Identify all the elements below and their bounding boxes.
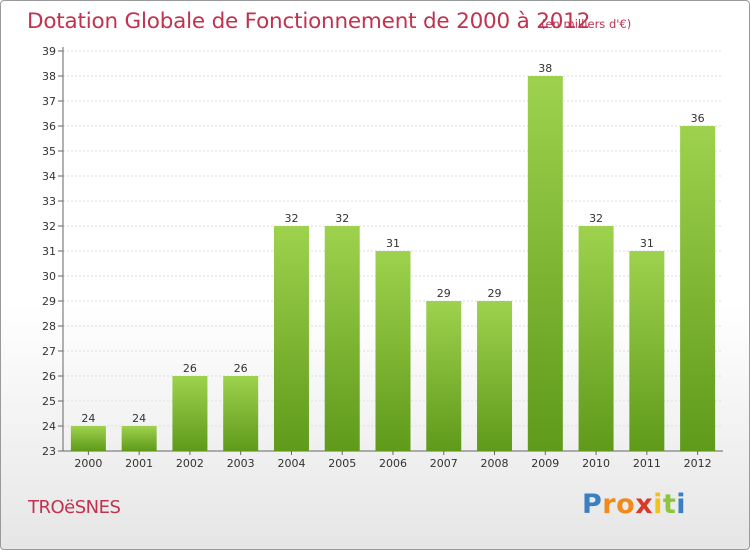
bar-2004 <box>273 226 309 451</box>
bar-2002 <box>172 376 208 451</box>
bar-2010 <box>578 226 614 451</box>
x-tick-label-2003: 2003 <box>227 457 255 470</box>
bar-2005 <box>324 226 360 451</box>
x-tick-label-2011: 2011 <box>633 457 661 470</box>
y-tick-label: 26 <box>42 370 56 383</box>
value-label-2000: 24 <box>81 412 95 425</box>
bar-2012 <box>680 126 716 451</box>
y-tick-label: 39 <box>42 45 56 58</box>
x-tick-label-2000: 2000 <box>74 457 102 470</box>
logo-letter: t <box>662 489 677 520</box>
value-label-2008: 29 <box>488 287 502 300</box>
y-tick-label: 28 <box>42 320 56 333</box>
value-label-2009: 38 <box>538 62 552 75</box>
bar-2000 <box>70 426 106 451</box>
y-tick-label: 31 <box>42 245 56 258</box>
proxiti-logo: Proxiti <box>582 489 686 520</box>
y-tick-label: 25 <box>42 395 56 408</box>
y-tick-label: 33 <box>42 195 56 208</box>
bar-2006 <box>375 251 411 451</box>
logo-letter: P <box>582 489 603 520</box>
value-label-2005: 32 <box>335 212 349 225</box>
logo-letter: i <box>653 489 663 520</box>
value-label-2002: 26 <box>183 362 197 375</box>
logo-letter: x <box>635 489 654 520</box>
y-tick-label: 34 <box>42 170 56 183</box>
y-tick-label: 35 <box>42 145 56 158</box>
x-tick-label-2006: 2006 <box>379 457 407 470</box>
x-tick-label-2004: 2004 <box>277 457 305 470</box>
value-label-2004: 32 <box>284 212 298 225</box>
logo-letter: o <box>616 489 636 520</box>
x-tick-label-2001: 2001 <box>125 457 153 470</box>
y-tick-label: 27 <box>42 345 56 358</box>
x-tick-label-2010: 2010 <box>582 457 610 470</box>
bar-2008 <box>477 301 513 451</box>
bar-2007 <box>426 301 462 451</box>
y-tick-label: 23 <box>42 445 56 458</box>
chart-title: Dotation Globale de Fonctionnement de 20… <box>27 9 591 34</box>
x-tick-label-2012: 2012 <box>684 457 712 470</box>
bar-2001 <box>121 426 157 451</box>
commune-name: TROëSNES <box>28 497 121 518</box>
bar-2003 <box>223 376 259 451</box>
bar-2011 <box>629 251 665 451</box>
y-tick-label: 32 <box>42 220 56 233</box>
value-label-2006: 31 <box>386 237 400 250</box>
bar-2009 <box>527 76 563 451</box>
x-tick-label-2007: 2007 <box>430 457 458 470</box>
chart-unit: (en milliers d'€) <box>541 17 632 31</box>
y-tick-label: 37 <box>42 95 56 108</box>
y-tick-label: 38 <box>42 70 56 83</box>
value-label-2010: 32 <box>589 212 603 225</box>
value-label-2011: 31 <box>640 237 654 250</box>
y-tick-label: 29 <box>42 295 56 308</box>
value-label-2007: 29 <box>437 287 451 300</box>
x-tick-label-2009: 2009 <box>531 457 559 470</box>
value-label-2001: 24 <box>132 412 146 425</box>
x-tick-label-2005: 2005 <box>328 457 356 470</box>
x-tick-label-2008: 2008 <box>481 457 509 470</box>
y-tick-label: 30 <box>42 270 56 283</box>
y-tick-label: 24 <box>42 420 56 433</box>
y-tick-label: 36 <box>42 120 56 133</box>
value-label-2012: 36 <box>691 112 705 125</box>
logo-letter: r <box>602 489 617 520</box>
value-label-2003: 26 <box>234 362 248 375</box>
x-tick-label-2002: 2002 <box>176 457 204 470</box>
logo-letter: i <box>676 489 687 520</box>
